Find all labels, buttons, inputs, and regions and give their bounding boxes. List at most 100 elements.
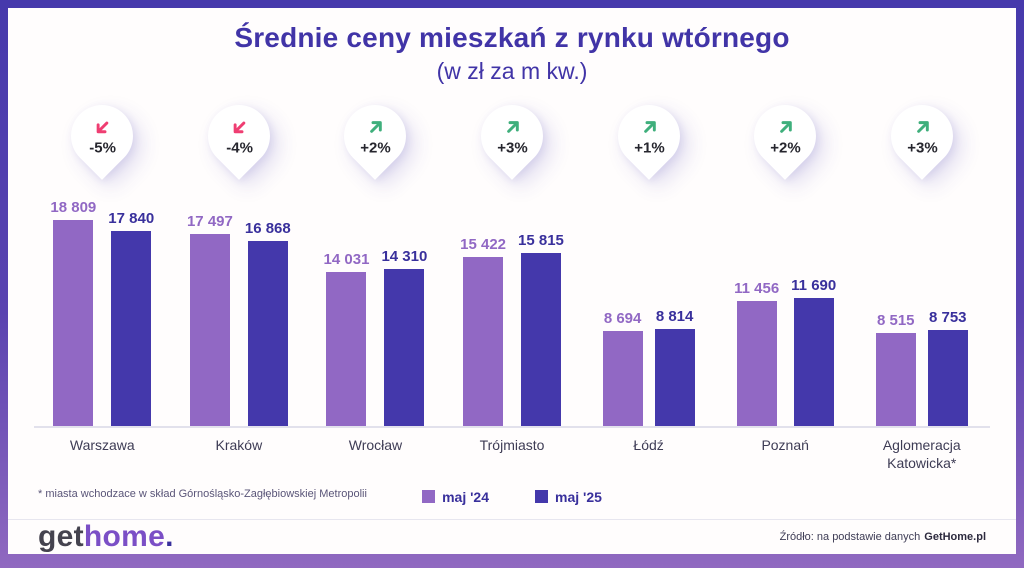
logo-text-get: get xyxy=(38,520,84,553)
bar-maj24 xyxy=(602,330,643,426)
bar-wrap: 8 515 xyxy=(875,311,916,426)
bar-maj24 xyxy=(875,332,916,426)
change-badge-cell: +2% xyxy=(307,92,444,185)
change-percent: +3% xyxy=(496,139,528,157)
arrow-up-right-icon xyxy=(643,120,656,133)
change-badge: +2% xyxy=(741,92,830,180)
legend-swatch xyxy=(535,490,548,504)
bar-wrap: 8 814 xyxy=(654,307,695,426)
bar-value-label: 15 815 xyxy=(518,231,564,249)
bar-wrap: 11 456 xyxy=(734,280,779,426)
bar-maj25 xyxy=(384,268,425,426)
legend-label: maj '25 xyxy=(555,488,602,505)
bar-value-label: 11 690 xyxy=(791,276,837,294)
change-percent: +2% xyxy=(360,139,391,157)
bar-value-label: 11 456 xyxy=(734,279,780,297)
bar-value-label: 8 694 xyxy=(603,309,642,327)
legend: maj '24 maj '25 xyxy=(8,486,1016,507)
change-badge-content: +1% xyxy=(633,117,664,157)
bar-value-label: 8 515 xyxy=(876,311,915,329)
bar-wrap: 14 031 xyxy=(323,250,370,426)
footnote: * miasta wchodzace w skład Górnośląsko-Z… xyxy=(38,488,367,501)
source-prefix: Źródło: na podstawie danych xyxy=(779,531,921,543)
bar-maj25 xyxy=(654,328,695,426)
bar-wrap: 8 694 xyxy=(602,309,643,426)
bar-maj24 xyxy=(736,300,777,426)
bar-wrap: 16 868 xyxy=(245,220,291,426)
bar-value-label: 8 814 xyxy=(655,307,694,325)
bar-value-label: 14 310 xyxy=(381,247,428,265)
bar-pair: 14 031 14 310 xyxy=(323,248,427,426)
legend-swatch xyxy=(422,490,436,504)
bar-pair: 8 515 8 753 xyxy=(875,308,968,426)
bar-wrap: 8 753 xyxy=(927,308,968,426)
bar-value-label: 16 868 xyxy=(244,219,291,237)
arrow-up-right-icon xyxy=(370,120,382,133)
arrow-down-left-icon xyxy=(233,121,245,134)
bar-value-label: 18 809 xyxy=(50,198,97,216)
change-badge-cell: +3% xyxy=(853,92,990,185)
footer: gethome. Źródło: na podstawie danych GetH… xyxy=(8,519,1016,554)
bar-maj25 xyxy=(247,240,288,426)
change-percent: -4% xyxy=(225,139,253,157)
bar-wrap: 18 809 xyxy=(50,199,96,426)
change-badge: -5% xyxy=(58,92,147,180)
x-axis-label: Warszawa xyxy=(69,436,135,453)
infographic: Średnie ceny mieszkań z rynku wtórnego (… xyxy=(8,8,1016,554)
bar-pair: 11 456 11 690 xyxy=(734,277,836,426)
x-axis-label: Poznań xyxy=(761,436,809,453)
change-badge: +1% xyxy=(604,92,693,180)
change-percent: -5% xyxy=(88,139,116,157)
change-badge: -4% xyxy=(195,92,283,180)
logo-text-home: home xyxy=(83,520,166,553)
legend-label: maj '24 xyxy=(442,488,489,505)
change-badge-cell: -4% xyxy=(171,92,308,185)
x-axis-labels: Warszawa Kraków Wrocław Trójmiasto Łódź Pozna… xyxy=(34,436,990,472)
change-badge-content: +2% xyxy=(770,117,800,157)
bar-maj24 xyxy=(326,271,367,426)
arrow-up-right-icon xyxy=(506,120,519,133)
bar-wrap: 14 310 xyxy=(381,248,427,426)
change-badge-cell: +1% xyxy=(580,92,717,185)
change-badge: +2% xyxy=(331,92,420,180)
chart-group-3: 15 422 15 815 xyxy=(444,232,581,426)
arrow-up-right-icon xyxy=(916,120,929,133)
source-note: Źródło: na podstawie danych GetHome.pl xyxy=(780,531,986,543)
bar-pair: 17 497 16 868 xyxy=(187,213,291,426)
bar-pair: 18 809 17 840 xyxy=(50,199,154,426)
bar-maj24 xyxy=(189,233,230,426)
source-brand: GetHome.pl xyxy=(924,531,986,543)
chart-group-2: 14 031 14 310 xyxy=(307,248,444,426)
change-badge-cell: -5% xyxy=(34,92,171,185)
bar-maj25 xyxy=(927,329,968,426)
bar-pair: 15 422 15 815 xyxy=(460,232,564,426)
bar-value-label: 17 497 xyxy=(186,212,233,230)
bar-value-label: 15 422 xyxy=(460,235,507,253)
bar-maj25 xyxy=(520,252,561,426)
bar-wrap: 17 840 xyxy=(108,210,154,426)
x-axis-label: Kraków xyxy=(215,436,263,453)
change-badge-content: +2% xyxy=(360,117,391,157)
bar-value-label: 8 753 xyxy=(928,308,967,326)
gethome-logo: gethome. xyxy=(38,520,174,554)
bar-maj24 xyxy=(53,219,94,426)
change-badge-content: -4% xyxy=(225,117,253,157)
chart-group-0: 18 809 17 840 xyxy=(34,199,171,426)
x-axis-label: Aglomeracja Katowicka* xyxy=(882,436,961,471)
change-percent: +3% xyxy=(906,139,937,157)
x-axis-label: Trójmiasto xyxy=(479,436,545,453)
chart-subtitle: (w zł za m kw.) xyxy=(436,58,588,84)
chart-group-4: 8 694 8 814 xyxy=(580,308,717,426)
logo-dot: . xyxy=(165,520,174,553)
bar-value-label: 14 031 xyxy=(323,250,370,268)
bar-maj24 xyxy=(463,256,504,426)
x-axis-label: Łódź xyxy=(633,436,664,453)
x-axis-label: Wrocław xyxy=(348,436,403,453)
bar-value-label: 17 840 xyxy=(108,209,155,227)
change-badge-content: +3% xyxy=(496,117,528,157)
change-badge-cell: +2% xyxy=(717,92,854,185)
change-badge-content: +3% xyxy=(906,117,937,157)
change-badge-content: -5% xyxy=(88,117,116,157)
chart-group-6: 8 515 8 753 xyxy=(853,309,990,426)
change-badges-row: -5% -4% +2% +3% +1% +2% +3% xyxy=(34,92,990,185)
